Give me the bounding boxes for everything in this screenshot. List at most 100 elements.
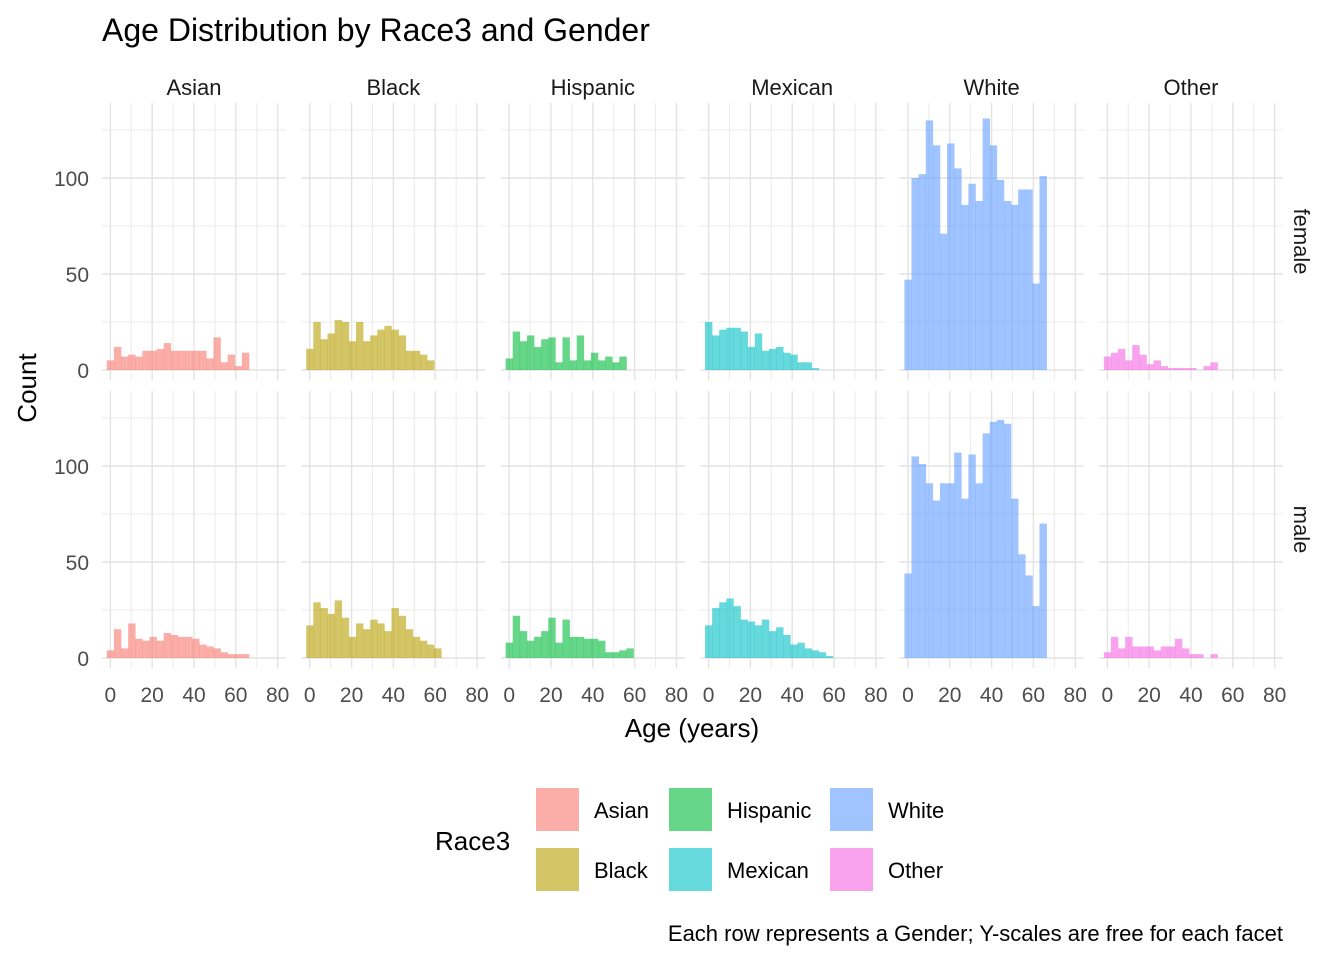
histogram-bar (370, 335, 378, 370)
facet-panel-hispanic-male (500, 391, 685, 668)
histogram-bar (719, 329, 727, 370)
histogram-bar (1032, 283, 1040, 370)
histogram-bar (519, 631, 528, 658)
histogram-bar (106, 360, 115, 370)
x-tick-label: 20 (1138, 684, 1161, 707)
histogram-bar (1160, 646, 1169, 658)
histogram-bar (590, 638, 599, 658)
histogram-bar (1174, 368, 1183, 370)
histogram-bar (797, 642, 805, 658)
x-tick-label: 60 (1221, 684, 1244, 707)
histogram-bar (192, 350, 200, 370)
histogram-bar (234, 654, 243, 658)
legend-label-asian: Asian (594, 798, 649, 823)
chart-title: Age Distribution by Race3 and Gender (102, 12, 650, 48)
histogram-bar (363, 341, 371, 370)
histogram-bar (598, 360, 606, 370)
facet-panels: Asian Black Hispanic Mexican White Other 0 50 10… (54, 75, 1314, 707)
facet-panel-mexican-male (700, 391, 885, 668)
histogram-bar (811, 650, 820, 658)
facet-label-white: White (963, 75, 1019, 100)
histogram-bar (505, 642, 514, 658)
x-tick-label: 20 (539, 684, 562, 707)
x-tick-label: 80 (864, 684, 887, 707)
facet-panel-black-female (301, 103, 486, 380)
y-tick-label: 0 (77, 648, 89, 671)
histogram-bar (135, 638, 143, 658)
histogram-bar (398, 335, 407, 370)
facet-panel-asian-male (102, 391, 286, 668)
histogram-bar (818, 652, 827, 658)
facet-panel-other-female (1099, 103, 1283, 380)
histogram-bar (1032, 606, 1040, 658)
legend: Race3 Asian Black Hispanic Mexican White Othe… (435, 788, 944, 891)
legend-label-hispanic: Hispanic (727, 798, 811, 823)
histogram-bar (726, 598, 734, 658)
histogram-bar (227, 654, 236, 658)
facet-label-hispanic: Hispanic (551, 75, 635, 100)
histogram-bar (128, 354, 136, 370)
histogram-bar (177, 350, 186, 370)
facet-panel-black-male (301, 391, 486, 668)
histogram-bar (1139, 646, 1147, 658)
histogram-bar (427, 644, 435, 658)
histogram-bar (598, 640, 606, 658)
histogram-bar (199, 644, 207, 658)
histogram-bar (562, 619, 570, 658)
histogram-bar (341, 322, 350, 370)
legend-key-mexican (669, 848, 712, 891)
histogram-bar (975, 201, 983, 370)
histogram-bar (925, 120, 934, 371)
histogram-bar (234, 366, 243, 370)
histogram-bar (932, 500, 941, 658)
histogram-bar (1153, 360, 1161, 370)
histogram-bar (206, 646, 214, 658)
histogram-bar (590, 352, 599, 370)
histogram-bar (1003, 423, 1012, 658)
histogram-bar (163, 343, 172, 370)
histogram-bar (391, 608, 399, 658)
histogram-bar (1110, 352, 1119, 370)
histogram-bar (526, 335, 535, 370)
histogram-bar (605, 356, 613, 370)
histogram-bar (1167, 646, 1176, 658)
histogram-bar (227, 354, 236, 370)
histogram-bar (932, 145, 941, 370)
histogram-bar (320, 339, 328, 370)
histogram-bar (1018, 189, 1026, 370)
histogram-bar (220, 362, 228, 370)
legend-label-other: Other (888, 858, 943, 883)
histogram-bar (1182, 648, 1190, 658)
histogram-bar (327, 613, 335, 658)
x-tick-label: 60 (224, 684, 247, 707)
histogram-bar (982, 118, 991, 370)
histogram-bar (156, 640, 164, 658)
histogram-bar (1210, 654, 1218, 658)
histogram-bar (1160, 366, 1169, 370)
histogram-bar (747, 621, 756, 658)
histogram-bar (185, 636, 193, 658)
histogram-bar (626, 648, 634, 658)
histogram-bar (1189, 368, 1197, 370)
legend-key-black (536, 848, 579, 891)
legend-key-white (830, 788, 873, 831)
histogram-bar (241, 352, 250, 370)
y-tick-label: 0 (77, 360, 89, 383)
histogram-bar (904, 279, 912, 370)
x-tick-label: 40 (581, 684, 604, 707)
y-tick-label: 100 (54, 168, 89, 191)
histogram-bar (1039, 523, 1047, 658)
histogram-bar (177, 636, 186, 658)
y-tick-label: 100 (54, 456, 89, 479)
histogram-bar (548, 337, 556, 370)
histogram-bar (555, 642, 563, 658)
x-tick-label: 60 (623, 684, 646, 707)
histogram-bar (733, 327, 741, 370)
histogram-bar (740, 331, 748, 370)
histogram-bar (612, 652, 620, 658)
histogram-bar (705, 625, 713, 658)
histogram-bar (562, 337, 570, 370)
legend-label-black: Black (594, 858, 649, 883)
histogram-bar (1182, 368, 1190, 370)
histogram-bar (1146, 646, 1154, 658)
